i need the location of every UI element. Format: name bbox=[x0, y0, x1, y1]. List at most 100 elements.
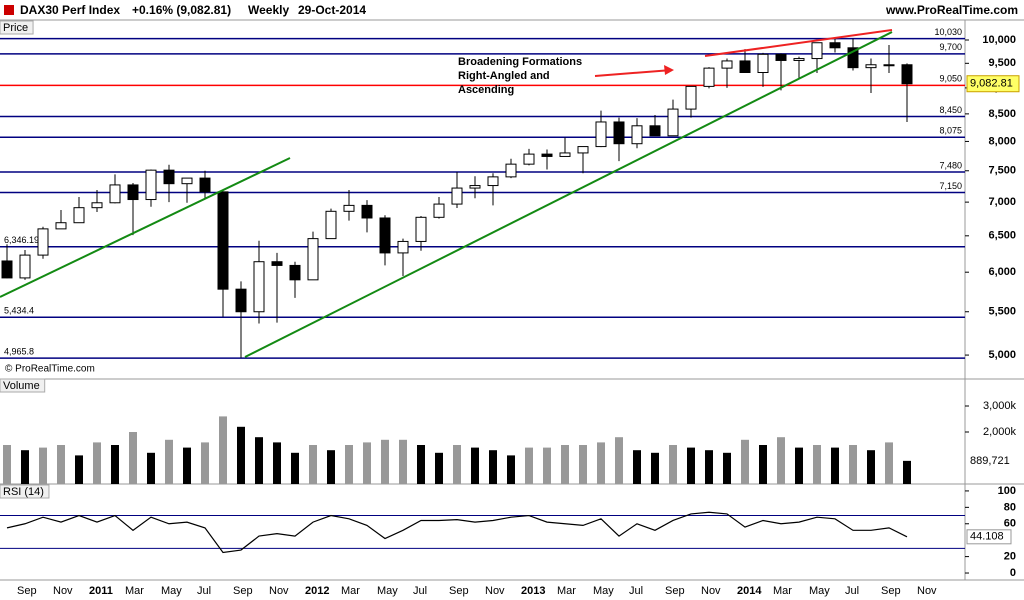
y-tick-label: 100 bbox=[998, 485, 1016, 497]
x-tick-label: May bbox=[161, 585, 182, 597]
volume-bar bbox=[219, 416, 227, 484]
candle-body bbox=[685, 85, 697, 110]
candle-body bbox=[253, 261, 265, 313]
candle-body bbox=[433, 203, 445, 218]
level-label: 6,346.19 bbox=[4, 235, 39, 245]
volume-bar bbox=[147, 452, 155, 484]
x-tick-label: Mar bbox=[125, 585, 144, 597]
volume-bar bbox=[453, 445, 461, 484]
volume-bar bbox=[309, 445, 317, 484]
volume-bar bbox=[363, 442, 371, 484]
volume-bar bbox=[327, 450, 335, 484]
volume-bar bbox=[615, 437, 623, 484]
candle-body bbox=[73, 207, 85, 224]
y-tick-label: 20 bbox=[1004, 551, 1016, 563]
candle-body bbox=[199, 177, 211, 193]
volume-bar bbox=[867, 450, 875, 484]
candle-body bbox=[883, 64, 895, 67]
volume-bar bbox=[723, 452, 731, 484]
candle-body bbox=[217, 191, 229, 290]
volume-bar bbox=[849, 445, 857, 484]
candle-body bbox=[19, 254, 31, 279]
x-tick-label: Mar bbox=[341, 585, 360, 597]
candle-body bbox=[757, 53, 769, 74]
x-tick-label: Sep bbox=[233, 585, 253, 597]
x-tick-label: Nov bbox=[701, 585, 721, 597]
candle-body bbox=[469, 185, 481, 189]
x-tick-label: May bbox=[809, 585, 830, 597]
volume-bar bbox=[831, 447, 839, 484]
last-rsi-box bbox=[966, 529, 1012, 545]
volume-bar bbox=[543, 447, 551, 484]
volume-bar bbox=[165, 439, 173, 484]
candle-body bbox=[577, 146, 589, 154]
candle-body bbox=[55, 222, 67, 230]
candle-body bbox=[307, 238, 319, 281]
volume-bar bbox=[507, 455, 515, 484]
y-tick-label: 9,500 bbox=[988, 57, 1016, 69]
candle-body bbox=[181, 177, 193, 185]
candle-body bbox=[541, 153, 553, 157]
candle-body bbox=[91, 202, 103, 209]
level-label: 7,150 bbox=[939, 181, 962, 191]
y-tick-label: 5,000 bbox=[988, 349, 1016, 361]
x-tick-label: 2012 bbox=[305, 585, 329, 597]
y-tick-label: 5,500 bbox=[988, 306, 1016, 318]
volume-bar bbox=[129, 432, 137, 484]
y-tick-label: 6,500 bbox=[988, 230, 1016, 242]
rsi-line bbox=[6, 511, 908, 554]
volume-bar bbox=[21, 450, 29, 484]
volume-bar bbox=[669, 445, 677, 484]
volume-bar bbox=[471, 447, 479, 484]
volume-bar bbox=[39, 447, 47, 484]
candle-body bbox=[109, 184, 121, 204]
copyright: © ProRealTime.com bbox=[5, 364, 95, 375]
volume-bar bbox=[759, 445, 767, 484]
candle-body bbox=[865, 64, 877, 69]
x-tick-label: Mar bbox=[557, 585, 576, 597]
candle-body bbox=[415, 216, 427, 242]
volume-bar bbox=[237, 426, 245, 484]
y-tick-label: 60 bbox=[1004, 518, 1016, 530]
volume-bar bbox=[903, 460, 911, 484]
y-tick-label: 2,000k bbox=[983, 426, 1017, 438]
candle-body bbox=[901, 64, 913, 85]
level-label: 9,700 bbox=[939, 42, 962, 52]
x-tick-label: May bbox=[593, 585, 614, 597]
candle-body bbox=[667, 108, 679, 137]
x-tick-label: Jul bbox=[845, 585, 859, 597]
x-tick-label: Sep bbox=[665, 585, 685, 597]
trend-line bbox=[244, 31, 893, 358]
volume-bar bbox=[183, 447, 191, 484]
volume-bar bbox=[885, 442, 893, 484]
trend-line bbox=[704, 29, 893, 57]
level-label: 9,050 bbox=[939, 74, 962, 84]
date: 29-Oct-2014 bbox=[298, 3, 366, 17]
panel-label: Volume bbox=[3, 380, 40, 392]
x-tick-label: 2011 bbox=[89, 585, 113, 597]
candle-body bbox=[613, 121, 625, 145]
volume-bar bbox=[93, 442, 101, 484]
candle-body bbox=[811, 42, 823, 60]
last-price-box bbox=[966, 75, 1020, 93]
x-tick-label: 2014 bbox=[737, 585, 762, 597]
panel-label-box bbox=[0, 378, 46, 393]
candle-body bbox=[523, 153, 535, 165]
period: Weekly bbox=[248, 3, 289, 17]
x-tick-label: Jul bbox=[197, 585, 211, 597]
trend-lines bbox=[0, 29, 893, 358]
x-tick-label: 2013 bbox=[521, 585, 545, 597]
panel-label-box bbox=[0, 20, 34, 35]
volume-bar bbox=[75, 455, 83, 484]
level-label: 8,450 bbox=[939, 105, 962, 115]
candle-body bbox=[487, 176, 499, 187]
volume-bar bbox=[3, 445, 11, 484]
volume-bar bbox=[561, 445, 569, 484]
y-tick-label: 0 bbox=[1010, 567, 1016, 579]
x-tick-label: Sep bbox=[449, 585, 469, 597]
volume-bar bbox=[345, 445, 353, 484]
volume-bar bbox=[291, 452, 299, 484]
x-tick-label: Jul bbox=[629, 585, 643, 597]
candle-body bbox=[559, 152, 571, 157]
